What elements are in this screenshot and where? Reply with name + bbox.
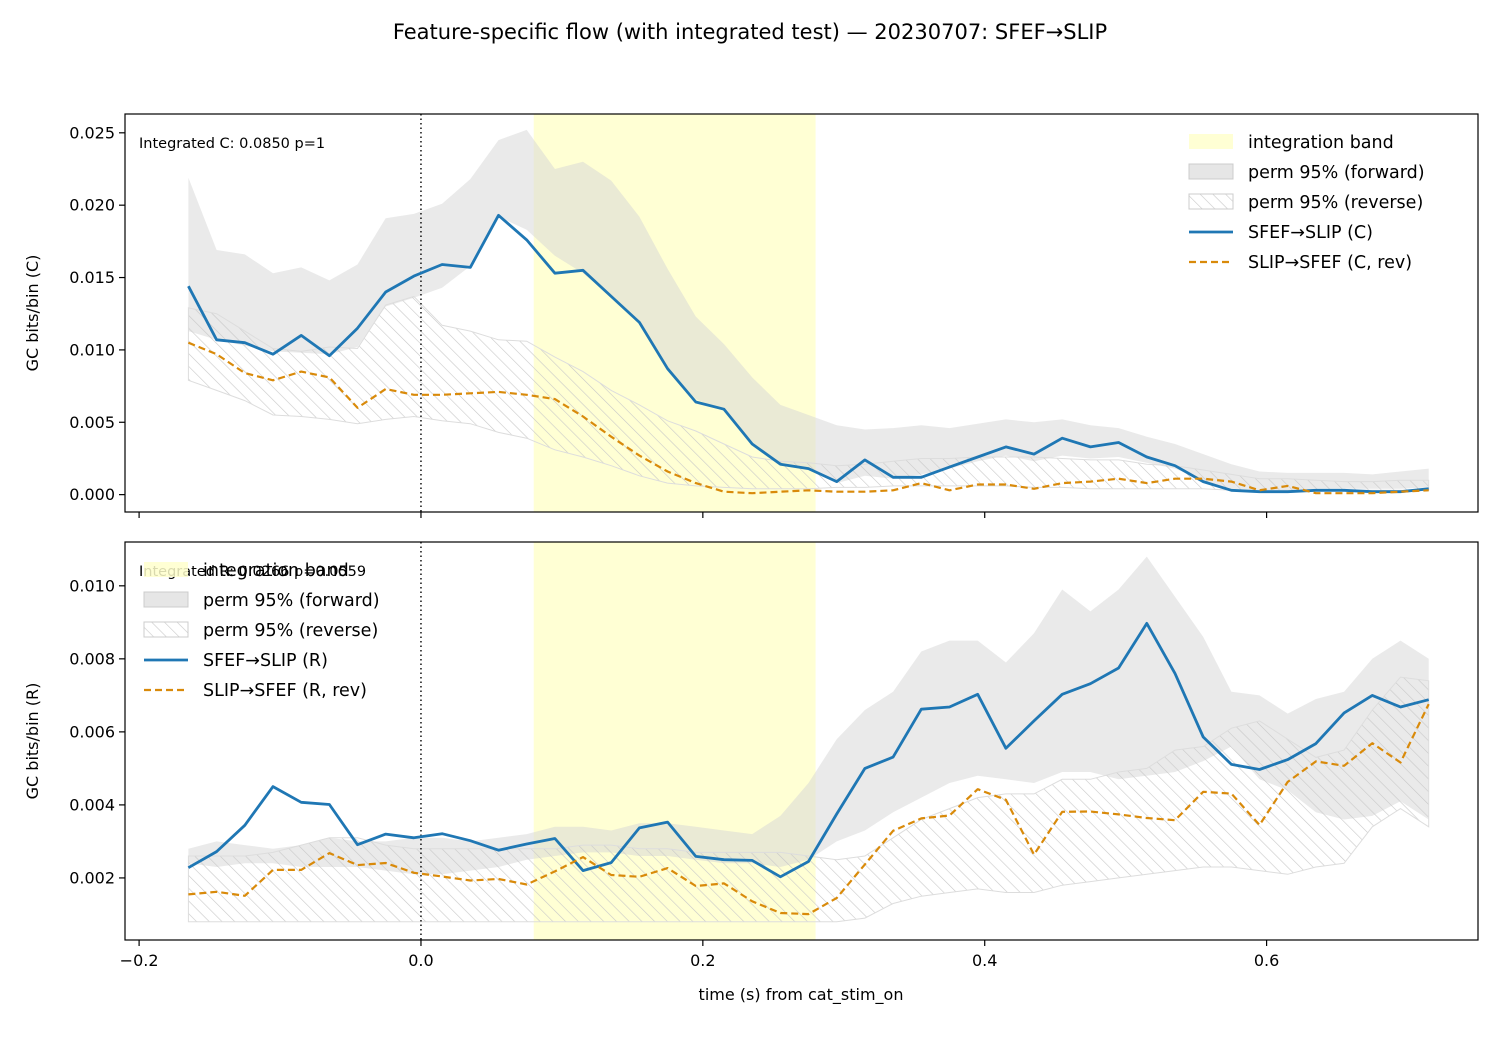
legend-swatch — [1189, 134, 1233, 149]
legend-entry: integration band — [1189, 133, 1394, 153]
perm-reverse-band — [187, 676, 1430, 923]
y-axis-label: GC bits/bin (R) — [23, 683, 42, 800]
integrated-annotation: Integrated C: 0.0850 p=1 — [139, 136, 325, 152]
legend-swatch — [1188, 193, 1234, 210]
legend-swatch — [1188, 163, 1234, 180]
legend-label: integration band — [1248, 133, 1394, 153]
x-axis-label: time (s) from cat_stim_on — [699, 985, 904, 1005]
x-tick-label: −0.2 — [120, 951, 159, 970]
bottom-panel: −0.2 0.0 0.2 0.4 0.6 0.002 0.004 0.006 0.008 0.01… — [23, 541, 1479, 970]
legend-swatch — [144, 562, 188, 577]
legend-entry: SLIP→SFEF (R, rev) — [144, 681, 367, 701]
axes-frame — [124, 113, 1479, 513]
legend-entry: SLIP→SFEF (C, rev) — [1189, 253, 1412, 273]
legend-entry: integration band — [144, 561, 349, 581]
legend-label: SLIP→SFEF (C, rev) — [1248, 253, 1412, 273]
legend-entry: perm 95% (reverse) — [1188, 193, 1423, 213]
axes-frame — [124, 541, 1479, 941]
legend-entry: perm 95% (forward) — [1188, 163, 1425, 183]
perm-forward-band — [188, 129, 1429, 491]
y-tick-label: 0.010 — [69, 576, 115, 595]
y-tick-label: 0.000 — [69, 485, 115, 504]
x-tick-label: 0.0 — [408, 951, 433, 970]
y-tick-label: 0.006 — [69, 722, 115, 741]
top-panel: 0.000 0.005 0.010 0.015 0.020 0.025 GC bits/bi… — [23, 113, 1479, 518]
perm-forward-band — [188, 556, 1429, 875]
legend-swatch — [143, 591, 189, 608]
legend-entry: SFEF→SLIP (C) — [1189, 223, 1373, 243]
y-tick-label: 0.025 — [69, 123, 115, 142]
y-tick-label: 0.004 — [69, 795, 115, 814]
plot-area — [187, 114, 1430, 512]
legend-label: perm 95% (forward) — [1248, 163, 1425, 183]
legend-entry: perm 95% (reverse) — [143, 621, 378, 641]
legend-entry: perm 95% (forward) — [143, 591, 380, 611]
legend-label: SFEF→SLIP (C) — [1248, 223, 1373, 243]
y-tick-label: 0.010 — [69, 340, 115, 359]
legend-entry: SFEF→SLIP (R) — [144, 651, 328, 671]
y-tick-label: 0.005 — [69, 413, 115, 432]
plot-area — [187, 542, 1430, 940]
y-tick-label: 0.002 — [69, 868, 115, 887]
figure-title: Feature-specific flow (with integrated t… — [393, 20, 1107, 44]
legend-label: perm 95% (reverse) — [203, 621, 378, 641]
legend-label: integration band — [203, 561, 349, 581]
legend-label: SFEF→SLIP (R) — [203, 651, 328, 671]
x-tick-label: 0.2 — [690, 951, 715, 970]
legend-swatch — [143, 621, 189, 638]
y-tick-label: 0.015 — [69, 268, 115, 287]
legend-label: perm 95% (forward) — [203, 591, 380, 611]
x-tick-label: 0.6 — [1254, 951, 1279, 970]
y-axis-label: GC bits/bin (C) — [23, 255, 42, 372]
legend-label: SLIP→SFEF (R, rev) — [203, 681, 367, 701]
y-tick-label: 0.020 — [69, 196, 115, 215]
y-tick-label: 0.008 — [69, 649, 115, 668]
x-tick-label: 0.4 — [972, 951, 997, 970]
legend-label: perm 95% (reverse) — [1248, 193, 1423, 213]
integrated-annotation: Integrated R: 0.0266 p=0.0559 — [139, 564, 366, 580]
